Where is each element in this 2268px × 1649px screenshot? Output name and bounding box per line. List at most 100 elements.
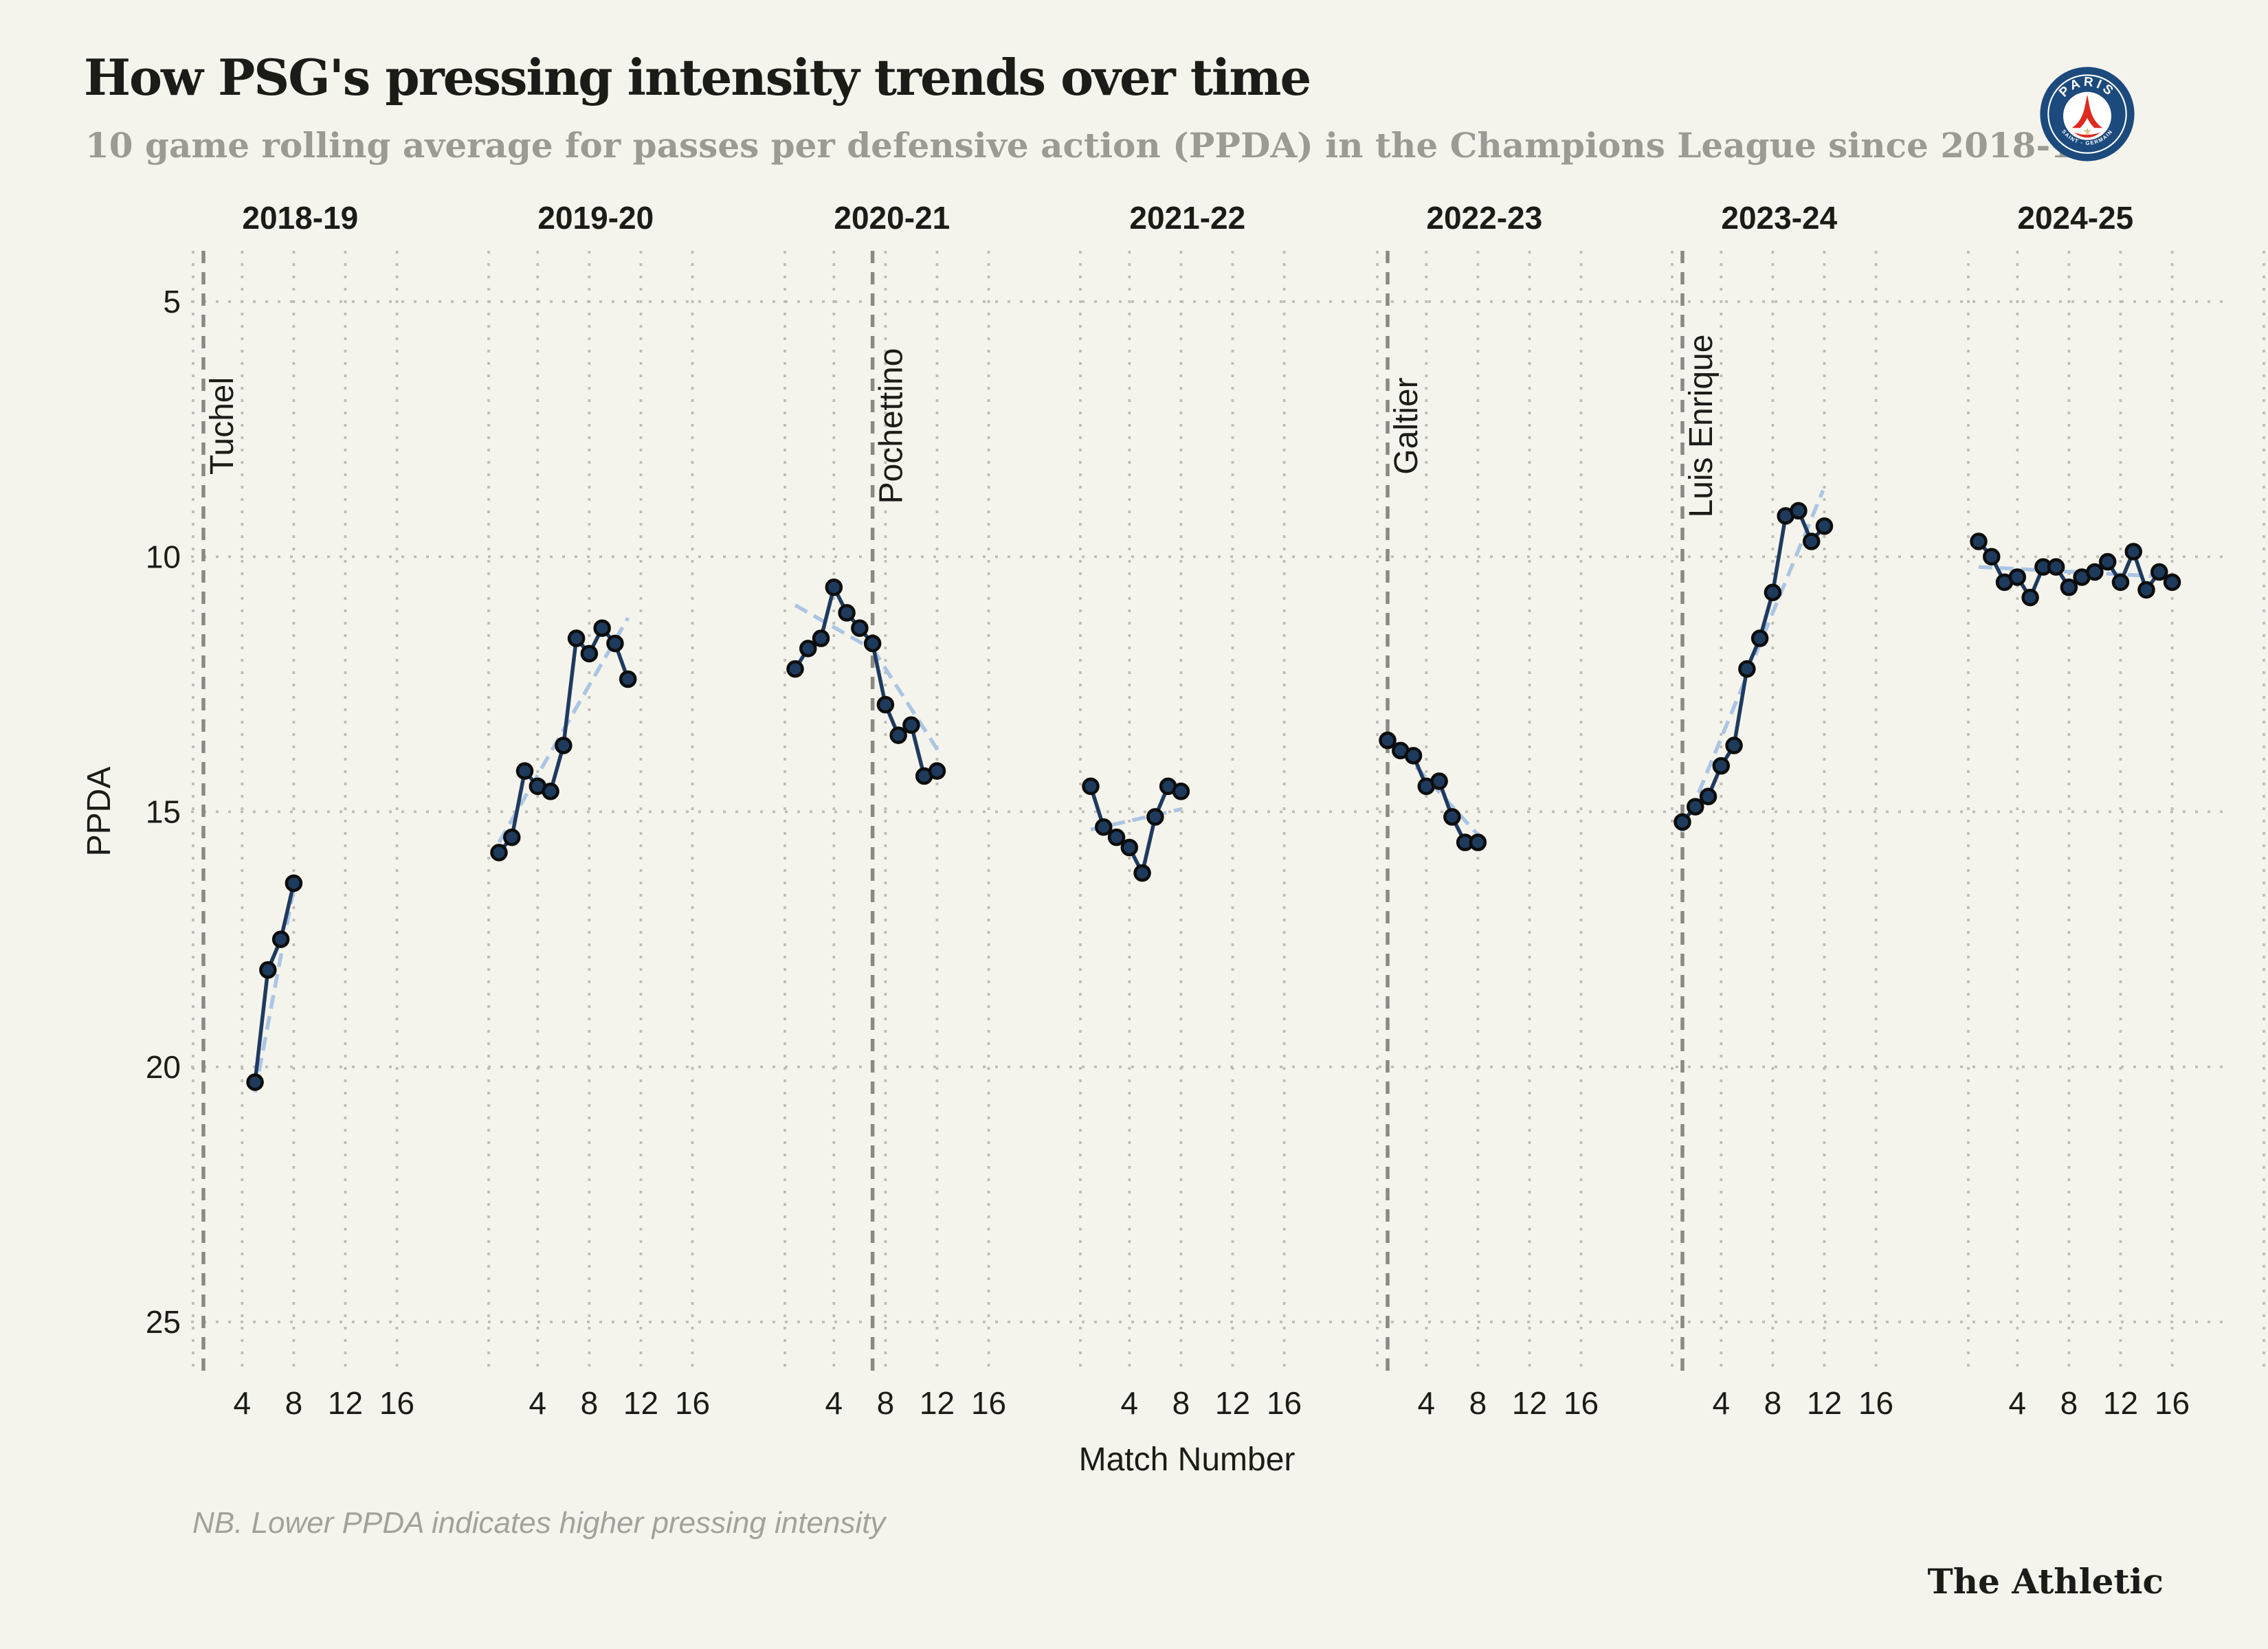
x-axis-title: Match Number	[1079, 1442, 1296, 1478]
x-tick-label: 16	[1564, 1385, 1599, 1421]
crest-cradle-icon	[2074, 132, 2101, 138]
data-point	[1725, 737, 1743, 754]
crest-ring	[2047, 74, 2127, 154]
data-point	[2137, 581, 2155, 599]
x-tick-label: 16	[1267, 1385, 1302, 1421]
x-tick-label: 8	[285, 1385, 303, 1421]
data-point	[1172, 783, 1190, 800]
data-point	[1082, 777, 1100, 796]
y-tick-label: 25	[146, 1304, 181, 1340]
season-title: 2019-20	[537, 200, 654, 236]
x-tick-label: 8	[1469, 1385, 1487, 1421]
data-point	[2086, 563, 2104, 581]
trend-line	[794, 603, 873, 651]
data-point	[619, 670, 637, 688]
data-point	[567, 629, 586, 647]
data-point	[1095, 818, 1113, 836]
data-point	[580, 644, 599, 663]
x-tick-label: 16	[971, 1385, 1006, 1421]
x-tick-label: 4	[529, 1385, 547, 1421]
data-point	[542, 783, 559, 800]
data-point	[1107, 828, 1126, 846]
data-point	[285, 874, 303, 893]
data-point	[902, 716, 920, 734]
y-tick-label: 15	[146, 794, 181, 830]
data-point	[1469, 833, 1487, 851]
x-tick-label: 12	[2103, 1385, 2138, 1421]
data-point	[2124, 543, 2142, 561]
data-point	[799, 640, 817, 658]
x-tick-label: 16	[379, 1385, 414, 1421]
data-point	[928, 762, 946, 780]
data-point	[593, 619, 611, 637]
data-point	[1404, 747, 1423, 765]
page-subtitle: 10 game rolling average for passes per d…	[85, 125, 2098, 166]
y-tick-label: 20	[146, 1049, 181, 1085]
season-title: 2023-24	[1721, 200, 1837, 236]
data-point	[876, 695, 895, 714]
data-point	[1146, 808, 1164, 826]
data-point	[1764, 583, 1782, 601]
manager-label: Tuchel	[204, 377, 241, 475]
x-tick-label: 16	[675, 1385, 710, 1421]
data-point	[1379, 731, 1397, 750]
data-point	[1133, 864, 1151, 882]
x-tick-label: 12	[920, 1385, 955, 1421]
x-tick-label: 8	[877, 1385, 895, 1421]
data-point	[1699, 787, 1717, 805]
data-point	[1750, 629, 1769, 647]
data-point	[889, 726, 907, 744]
data-point	[1970, 532, 1988, 550]
x-tick-label: 12	[328, 1385, 363, 1421]
season-title: 2021-22	[1129, 200, 1245, 236]
x-tick-label: 8	[2060, 1385, 2078, 1421]
trend-line	[1680, 489, 1825, 833]
data-point	[2150, 563, 2168, 581]
season-title: 2020-21	[834, 200, 950, 236]
y-tick-label: 10	[146, 539, 181, 574]
data-point	[2021, 588, 2039, 607]
data-point	[1687, 798, 1704, 816]
data-point	[1790, 502, 1808, 520]
eiffel-tower-icon	[2071, 95, 2103, 128]
data-point	[2008, 568, 2027, 586]
data-point	[838, 604, 856, 622]
data-point	[2163, 573, 2181, 592]
data-point	[259, 961, 277, 979]
x-tick-label: 12	[623, 1385, 658, 1421]
season-title: 2022-23	[1426, 200, 1542, 236]
season-title: 2024-25	[2017, 200, 2133, 236]
trend-line	[253, 888, 296, 1093]
manager-label: Galtier	[1388, 377, 1425, 474]
data-point	[490, 844, 508, 862]
chart-footnote: NB. Lower PPDA indicates higher pressing…	[192, 1506, 886, 1540]
manager-label: Luis Enrique	[1683, 335, 1720, 518]
x-tick-label: 4	[2009, 1385, 2027, 1421]
x-tick-label: 12	[1215, 1385, 1250, 1421]
data-point	[1443, 808, 1461, 826]
series-line	[253, 882, 296, 1083]
data-point	[503, 828, 521, 846]
season-title: 2018-19	[242, 200, 358, 236]
data-point	[1120, 838, 1139, 857]
data-point	[812, 629, 830, 647]
x-tick-label: 4	[1418, 1385, 1436, 1421]
x-tick-label: 16	[1858, 1385, 1893, 1421]
data-point	[2060, 579, 2078, 596]
x-tick-label: 8	[581, 1385, 599, 1421]
y-axis-title: PPDA	[81, 767, 118, 857]
the-athletic-logo: The Athletic	[1927, 1561, 2164, 1602]
x-tick-label: 4	[1713, 1385, 1731, 1421]
data-point	[863, 634, 882, 653]
manager-label: Pochettino	[873, 348, 909, 504]
page-title: How PSG's pressing intensity trends over…	[84, 48, 1311, 106]
fleur-de-lis-icon: ⚜	[2083, 127, 2092, 138]
data-point	[1815, 517, 1834, 535]
trend-line	[1090, 807, 1181, 832]
x-tick-label: 4	[1121, 1385, 1139, 1421]
x-tick-label: 8	[1764, 1385, 1782, 1421]
data-point	[1430, 772, 1448, 790]
data-point	[1738, 660, 1756, 678]
